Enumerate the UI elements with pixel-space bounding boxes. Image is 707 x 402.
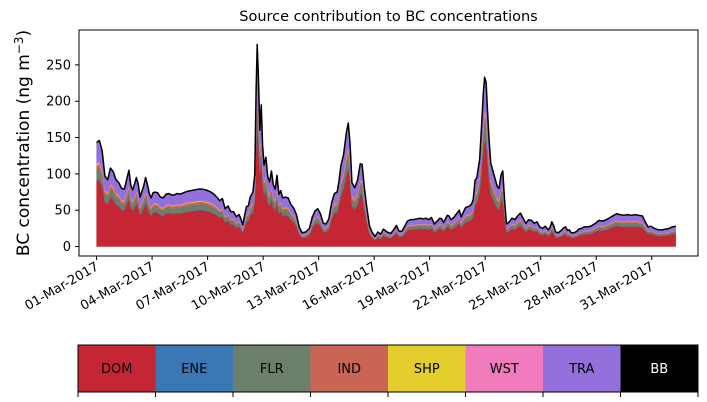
legend-swatch-wst	[465, 345, 544, 392]
legend-label-ene: ENE	[181, 362, 207, 377]
x-axis: 01-Mar-201704-Mar-201707-Mar-201710-Mar-…	[22, 256, 657, 314]
legend-swatch-tra	[543, 345, 621, 392]
source-legend-colorbar: DOM ENE FLR IND SHP WST TRA BB	[77, 344, 699, 397]
y-tick-label: 250	[46, 58, 71, 73]
legend-label-dom: DOM	[101, 362, 132, 377]
legend-label-shp: SHP	[414, 362, 440, 377]
legend-swatch-dom	[78, 345, 156, 392]
legend-swatch-ene	[155, 345, 234, 392]
plot-area	[96, 43, 676, 247]
legend-label-wst: WST	[490, 362, 519, 377]
legend-label-bb: BB	[650, 362, 668, 377]
y-axis: 0 50 100 150 200 250	[46, 58, 79, 255]
y-axis-label-close: )	[14, 30, 34, 37]
chart-title: Source contribution to BC concentrations	[239, 9, 537, 25]
legend-swatch-bb	[620, 345, 699, 392]
y-axis-label: BC concentration (ng m−3)	[12, 30, 34, 256]
y-axis-label-main: BC concentration (ng m	[14, 54, 34, 256]
legend-label-flr: FLR	[260, 362, 284, 377]
plot-frame	[78, 29, 699, 257]
legend-swatch-ind	[310, 345, 389, 392]
y-tick-label: 50	[54, 204, 71, 219]
legend-label-ind: IND	[337, 362, 361, 377]
y-axis-label-superscript: −3	[12, 36, 26, 54]
legend-swatch-shp	[388, 345, 466, 392]
legend-swatch-flr	[233, 345, 311, 392]
y-tick-label: 150	[46, 131, 71, 146]
y-tick-label: 200	[46, 95, 71, 110]
y-tick-label: 100	[46, 167, 71, 182]
total-bc-line	[96, 43, 676, 238]
y-tick-label: 0	[63, 240, 71, 255]
legend-label-tra: TRA	[568, 362, 594, 377]
